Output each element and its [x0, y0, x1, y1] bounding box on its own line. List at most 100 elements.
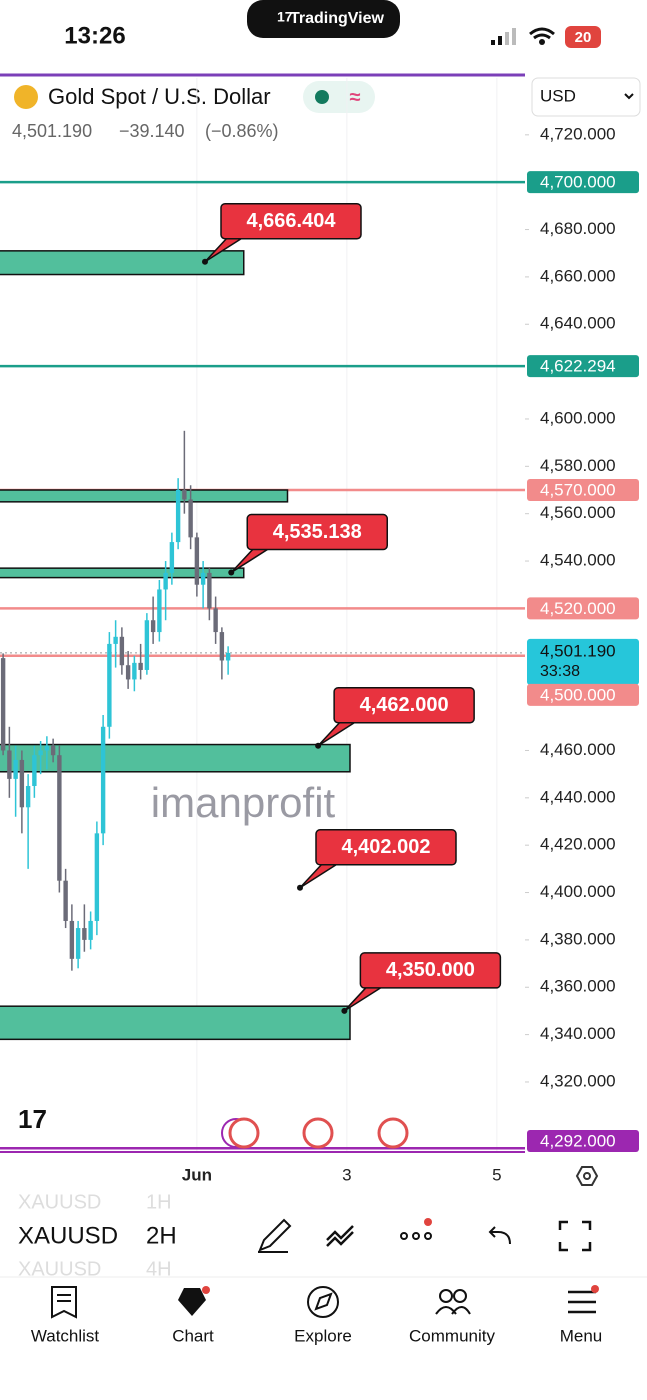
zone [0, 250, 245, 276]
candle-body [0, 658, 6, 751]
callout-label: 4,462.000 [360, 694, 449, 716]
candle-body [88, 920, 93, 940]
callout-anchor [341, 1007, 348, 1014]
candles [0, 430, 231, 971]
callout-label: 4,535.138 [273, 521, 362, 543]
candle-body [25, 785, 31, 808]
y-tick-label: 4,320.000 [540, 1071, 616, 1090]
fullscreen[interactable] [558, 1220, 592, 1252]
last-price-box [527, 638, 639, 685]
watermark: imanprofit [151, 779, 336, 826]
candle-body [75, 928, 81, 959]
nav-label[interactable]: Chart [172, 1326, 214, 1345]
wifi-icon [529, 27, 555, 40]
y-tick-label: 4,640.000 [540, 314, 616, 333]
symbol[interactable]: XAUUSD [18, 1222, 118, 1249]
x-tick-label: 3 [342, 1165, 351, 1184]
nav-label[interactable]: Watchlist [31, 1326, 100, 1345]
delayed-icon: ≈ [350, 86, 361, 108]
menu-badge [591, 1285, 599, 1293]
nav-label[interactable]: Menu [560, 1326, 603, 1345]
candle-body [57, 755, 62, 881]
nav-bar: Watchlist Chart Explore Community Menu [31, 1326, 602, 1345]
candle-body [175, 490, 181, 543]
more-badge [424, 1218, 432, 1226]
battery [565, 26, 601, 48]
interval[interactable]: 2H [146, 1222, 177, 1249]
y-tick-label: 4,360.000 [540, 977, 616, 996]
candle-body [207, 572, 212, 609]
settings-icon[interactable] [575, 1166, 599, 1186]
explore-icon[interactable] [307, 1286, 339, 1318]
y-tick-label: 4,720.000 [540, 124, 616, 143]
candle-body [169, 542, 175, 573]
signal-icon [491, 28, 516, 45]
candle-body [150, 620, 156, 633]
chart-icon[interactable] [178, 1288, 206, 1316]
price-change-pct: (−0.86%) [205, 121, 279, 141]
candle-body [138, 662, 143, 670]
nav-label[interactable]: Explore [294, 1326, 352, 1345]
callout-box [333, 686, 475, 724]
candle-body [119, 636, 125, 666]
y-tick-label: 4,420.000 [540, 835, 616, 854]
x-tick-label: Jun [182, 1165, 212, 1184]
chart-badge [202, 1286, 210, 1294]
candle-body [125, 665, 131, 680]
level-box [527, 597, 639, 620]
currency-select[interactable] [531, 77, 641, 117]
event-icons[interactable] [221, 1117, 409, 1149]
y-tick-label: 4,560.000 [540, 503, 616, 522]
candle-body [200, 572, 206, 585]
undo[interactable] [488, 1226, 511, 1245]
callout-label: 4,666.404 [247, 210, 337, 232]
price-axis: 4,720.000 4,680.000 4,660.000 4,640.000 4,60… [527, 124, 639, 1152]
y-tick-label: 4,460.000 [540, 740, 616, 759]
more-tools[interactable] [400, 1232, 432, 1240]
currency[interactable]: USD [540, 86, 576, 105]
candle-body [19, 759, 25, 808]
candle-body [188, 499, 193, 538]
y-tick-label: 4,400.000 [540, 882, 616, 901]
candle-body [94, 833, 100, 921]
tv-mark: 17 [277, 9, 293, 25]
candle-body [107, 643, 112, 727]
callout-label: 4,402.002 [342, 836, 431, 858]
level-box [527, 683, 639, 706]
wifi-dot [539, 39, 545, 45]
status-pill[interactable] [303, 81, 375, 113]
callout-anchor [202, 258, 208, 265]
candle-body [194, 537, 200, 585]
symbol-icon[interactable] [14, 85, 38, 109]
candle-body [100, 726, 106, 834]
nav-label[interactable]: Community [409, 1326, 495, 1345]
zone [0, 1005, 351, 1041]
community-icon[interactable] [435, 1289, 471, 1315]
menu-icon[interactable] [568, 1290, 596, 1314]
symbol-prev: XAUUSD [18, 1191, 101, 1213]
candle-body [144, 620, 150, 670]
watchlist-icon[interactable] [51, 1286, 77, 1319]
y-tick-label: 4,600.000 [540, 408, 616, 427]
level-label: 4,520.000 [540, 599, 616, 618]
candle-body [63, 880, 68, 921]
toolbar [0, 1196, 647, 1276]
symbol-title[interactable]: Gold Spot / U.S. Dollar [48, 84, 271, 109]
clock: 13:26 [64, 22, 125, 49]
interval-next[interactable]: 4H [146, 1258, 172, 1280]
zone [0, 567, 245, 579]
level-label: 4,570.000 [540, 480, 616, 499]
market-open-dot [315, 90, 329, 104]
level-label: 4,622.294 [540, 357, 616, 376]
candle-body [132, 662, 137, 680]
y-tick-label: 4,660.000 [540, 266, 616, 285]
interval-prev[interactable]: 1H [146, 1191, 172, 1213]
pattern-tool[interactable] [326, 1225, 354, 1247]
draw-tool[interactable] [258, 1218, 292, 1253]
level-box [527, 1130, 639, 1152]
candle-body [219, 632, 225, 661]
callout-box [246, 513, 388, 551]
level-label: 4,500.000 [540, 685, 616, 704]
level-label: 4,700.000 [540, 173, 616, 192]
battery-level: 20 [575, 29, 592, 46]
